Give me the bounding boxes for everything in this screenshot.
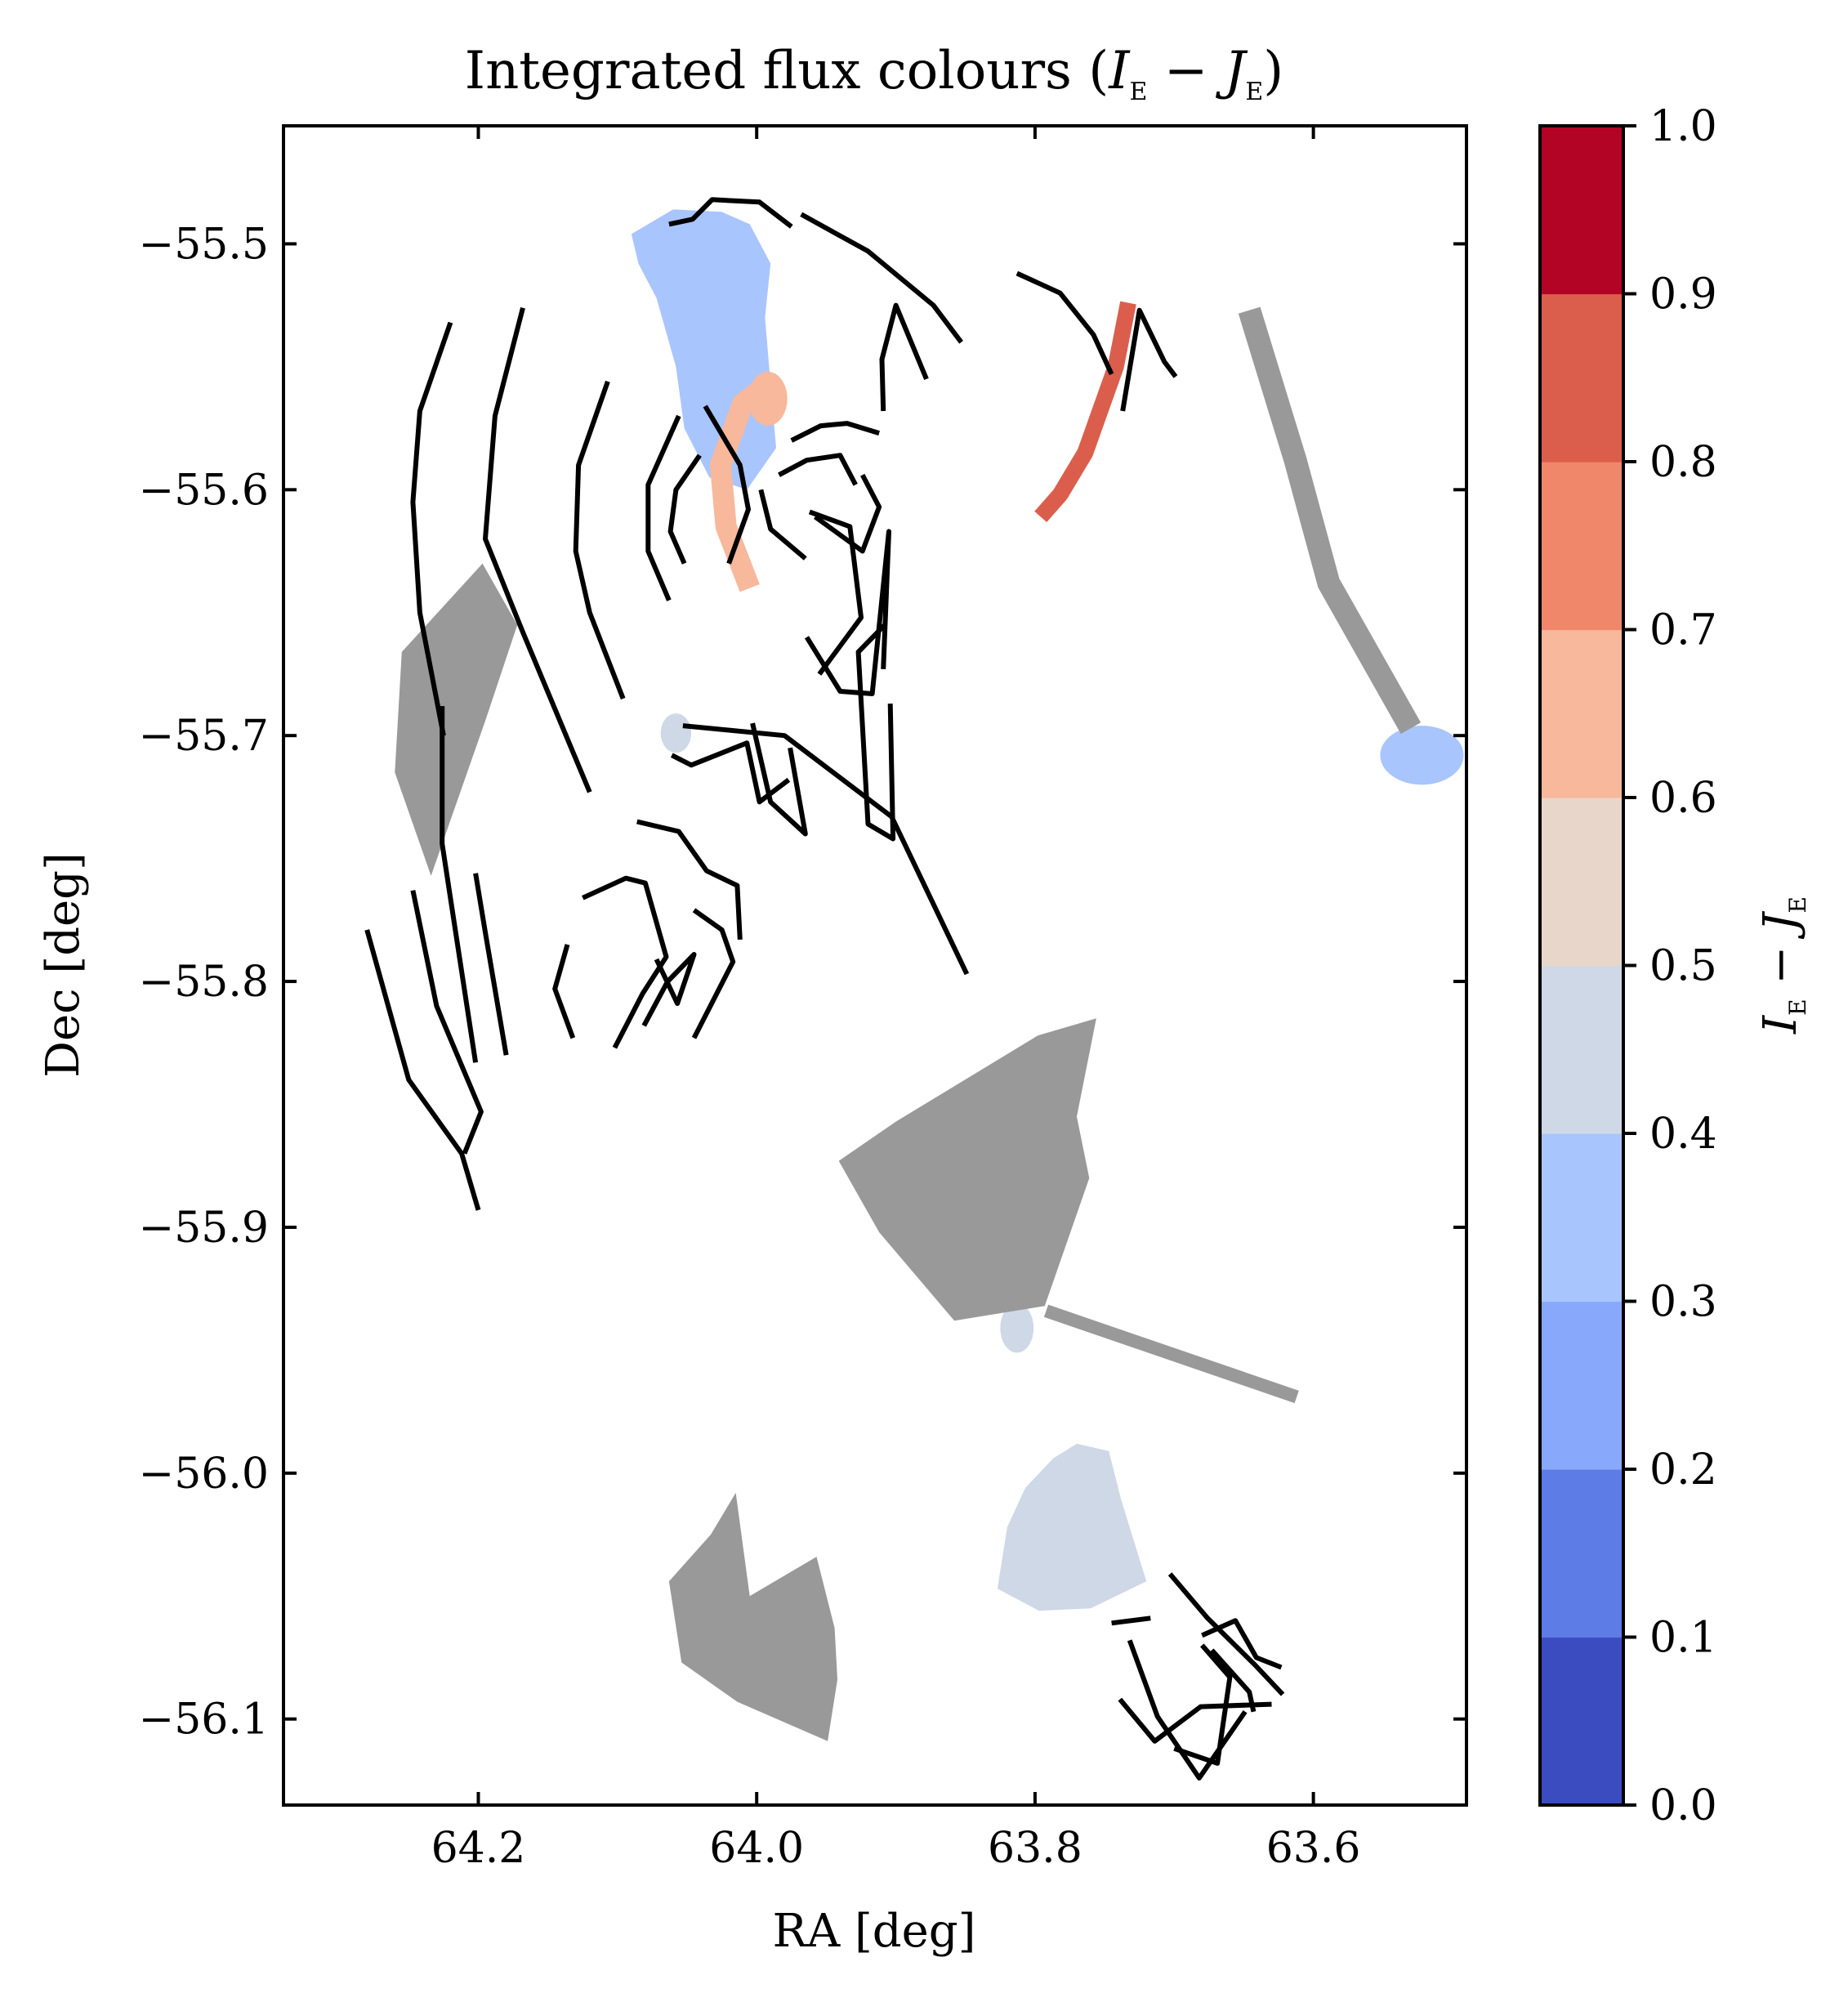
colorbar-tick-label: 0.0 <box>1649 1781 1717 1830</box>
region-blue-blob-right <box>1380 726 1464 785</box>
colorbar-band <box>1540 1469 1623 1638</box>
contour-line-25 <box>691 908 736 1039</box>
contour-line-36 <box>1111 1615 1151 1626</box>
colorbar-band <box>1540 293 1623 463</box>
colorbar-band <box>1540 1133 1623 1303</box>
contour-line-18 <box>440 706 479 1063</box>
contour-line-1 <box>800 212 963 344</box>
colorbar-band <box>1540 462 1623 631</box>
y-axis-label: Dec [deg] <box>37 852 90 1078</box>
colorbar-band <box>1540 798 1623 967</box>
contour-line-15 <box>682 723 970 976</box>
contour-line-2 <box>1016 270 1114 376</box>
contour-line-31 <box>1201 1618 1283 1670</box>
contour-lines <box>364 197 1285 1781</box>
region-blue-patch-south <box>997 1443 1147 1611</box>
colorbar-tick-label: 0.3 <box>1649 1278 1717 1327</box>
contour-line-4 <box>483 306 592 793</box>
x-axis-ticks: 64.2 64.0 63.8 63.6 <box>431 126 1361 1873</box>
stroke-grey-streak <box>1238 306 1422 735</box>
chart-title: Integrated flux colours (IE − JE) <box>465 41 1283 106</box>
colorbar-tick-label: 0.6 <box>1649 774 1717 823</box>
colorbar: 0.0 0.1 0.2 0.3 0.4 0.5 0.6 0.7 0.8 0.9 1.0 <box>1538 102 1717 1830</box>
contour-line-10 <box>813 473 882 554</box>
contour-line-34 <box>1118 1697 1272 1744</box>
x-tick-label: 64.2 <box>431 1824 526 1873</box>
y-tick-label: −55.7 <box>139 712 269 761</box>
stroke-orange-cap <box>748 371 788 427</box>
contour-line-9 <box>790 421 880 443</box>
contour-line-35 <box>1173 1643 1233 1766</box>
contour-line-33 <box>1127 1639 1248 1781</box>
stroke-red-arc <box>1034 301 1136 523</box>
plot-area <box>282 124 1468 1807</box>
colorbar-band <box>1540 1637 1623 1806</box>
contour-line-20 <box>410 890 484 1155</box>
contour-line-29 <box>1120 307 1178 412</box>
colour-regions <box>395 209 1464 1741</box>
contour-line-26 <box>670 740 791 805</box>
contour-line-23 <box>582 875 669 1049</box>
region-blue-wedge-north <box>631 209 776 490</box>
colorbar-label: IE − JE <box>1754 896 1811 1034</box>
contour-line-11 <box>778 453 858 486</box>
colorbar-tick-label: 0.7 <box>1649 606 1717 655</box>
x-tick-label: 63.8 <box>988 1824 1082 1873</box>
contour-line-7 <box>645 414 681 601</box>
x-tick-label: 63.6 <box>1266 1824 1361 1873</box>
y-tick-label: −55.9 <box>139 1204 269 1253</box>
contour-line-13 <box>808 509 864 676</box>
colorbar-tick-label: 0.8 <box>1649 438 1717 487</box>
region-grey-west <box>395 563 518 876</box>
colorbar-ticks: 0.0 0.1 0.2 0.3 0.4 0.5 0.6 0.7 0.8 0.9 1.0 <box>1623 102 1717 1830</box>
contour-line-24 <box>641 952 697 1027</box>
contour-line-22 <box>364 929 481 1211</box>
y-tick-label: −56.1 <box>139 1696 269 1745</box>
colorbar-tick-label: 0.4 <box>1649 1110 1717 1159</box>
contour-line-16 <box>750 722 808 837</box>
contour-line-27 <box>636 819 743 941</box>
y-tick-label: −55.5 <box>139 220 269 269</box>
colorbar-bands <box>1540 126 1623 1806</box>
colorbar-tick-label: 0.5 <box>1649 942 1717 991</box>
region-blue-blob-small <box>1000 1303 1034 1353</box>
contour-line-5 <box>573 380 626 700</box>
colorbar-tick-label: 0.2 <box>1649 1446 1717 1495</box>
y-tick-label: −55.6 <box>139 466 269 515</box>
region-blue-blob-east <box>660 713 692 753</box>
colorbar-tick-label: 0.1 <box>1649 1614 1717 1663</box>
x-axis-label: RA [deg] <box>773 1905 976 1958</box>
plot-frame <box>282 124 1468 1807</box>
contour-line-0 <box>668 197 793 229</box>
contour-line-21 <box>552 944 576 1039</box>
contour-line-8 <box>667 454 702 565</box>
stroke-grey-bar <box>1043 1304 1299 1404</box>
x-tick-label: 64.0 <box>709 1824 804 1873</box>
region-grey-south <box>668 1492 837 1741</box>
colorbar-band <box>1540 965 1623 1134</box>
contour-line-3 <box>410 321 453 736</box>
contour-line-6 <box>703 404 751 565</box>
contour-line-14 <box>804 529 891 696</box>
colorbar-band <box>1540 629 1623 798</box>
contour-line-30 <box>1167 1572 1285 1696</box>
colorbar-tick-label: 0.9 <box>1649 270 1717 320</box>
region-grey-centre <box>838 1018 1096 1321</box>
contour-line-19 <box>473 873 509 1056</box>
contour-line-12 <box>758 489 807 561</box>
colorbar-tick-label: 1.0 <box>1649 102 1717 151</box>
contour-line-28 <box>879 302 929 412</box>
y-tick-label: −56.0 <box>139 1450 269 1499</box>
y-axis-ticks: −55.5 −55.6 −55.7 −55.8 −55.9 −56.0 −56.1 <box>139 220 1466 1745</box>
y-tick-label: −55.8 <box>139 958 269 1007</box>
colorbar-band <box>1540 1301 1623 1470</box>
contour-line-17 <box>855 623 896 842</box>
colorbar-band <box>1540 126 1623 295</box>
